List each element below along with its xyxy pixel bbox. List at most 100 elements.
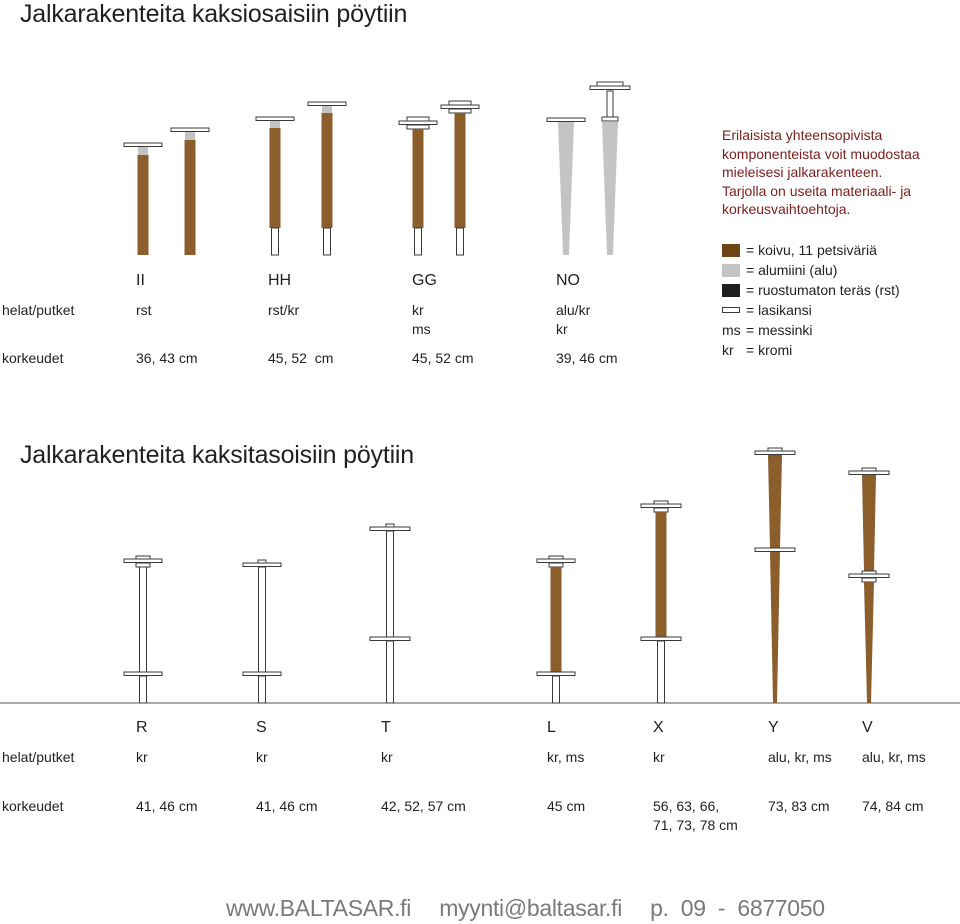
glass-top	[640, 503, 682, 508]
legend-text: = ruostumaton teräs (rst)	[746, 282, 900, 298]
legend-steel: = ruostumaton teräs (rst)	[722, 281, 900, 299]
korkeudet-X: 56, 63, 66,	[653, 798, 720, 814]
section2-title: Jalkarakenteita kaksitasoisiin pöytiin	[20, 441, 414, 469]
hinge-plate	[653, 507, 669, 513]
intro-line: Erilaisista yhteensopivista	[722, 127, 883, 143]
helat-X: kr	[653, 749, 665, 765]
legend-text: = lasikansi	[746, 302, 812, 318]
aluminium-swatch	[722, 263, 740, 277]
aluminium-cap	[270, 121, 280, 128]
steel-tube	[552, 675, 560, 704]
wood-leg	[768, 455, 782, 548]
steel-tube	[139, 566, 147, 673]
glass-top	[242, 562, 282, 567]
korkeudet-S: 41, 46 cm	[256, 798, 318, 814]
helat-V: alu, kr, ms	[862, 749, 926, 765]
glass-shelf	[754, 547, 796, 552]
helat-HH: rst/kr	[268, 302, 300, 318]
code-NO: NO	[556, 272, 580, 289]
wood-leg	[864, 582, 874, 703]
steel-tube	[414, 227, 422, 256]
code-GG: GG	[412, 272, 437, 289]
steel-tube	[386, 530, 394, 638]
hinge-plate	[406, 116, 430, 122]
wood-leg	[184, 140, 196, 255]
glass-shelf	[640, 636, 682, 641]
hinge-plate	[601, 116, 619, 122]
row-label-helat-2: helat/putket	[2, 749, 75, 765]
korkeudet-R: 41, 46 cm	[136, 798, 198, 814]
legend-abbr: kr	[722, 342, 734, 358]
wood-leg	[269, 128, 281, 228]
glass-top	[255, 116, 295, 121]
glass-top	[546, 117, 586, 122]
korkeudet-II: 36, 43 cm	[136, 350, 198, 366]
intro-line: mieleisesi jalkarakenteen.	[722, 164, 883, 180]
intro-line: komponenteista voit muodostaa	[722, 145, 920, 162]
section1-title: Jalkarakenteita kaksiosaisiin pöytiin	[20, 0, 408, 28]
glass-top	[307, 101, 347, 106]
footer-email-link[interactable]: myynti@baltasar.fi	[439, 895, 623, 921]
hinge-plate	[406, 124, 430, 130]
glass-top	[440, 104, 480, 109]
helat-NO: alu/kr	[556, 302, 591, 318]
wood-leg	[770, 552, 780, 703]
legend-chrome: kr = kromi	[722, 341, 792, 359]
steel-tube	[606, 90, 614, 119]
glass-shelf	[536, 671, 576, 676]
intro-line: korkeusvaihtoehtoja.	[722, 201, 851, 217]
wood-leg	[454, 113, 466, 228]
legend-abbr: ms	[722, 322, 741, 338]
legend-text: = messinki	[746, 322, 813, 338]
helat-L: kr, ms	[547, 749, 585, 765]
glass-top	[123, 142, 163, 147]
glass-top	[754, 450, 796, 455]
legend-text: = kromi	[746, 342, 793, 358]
korkeudet-X-2: 71, 73, 78 cm	[653, 817, 738, 833]
helat-GG-2: ms	[412, 321, 431, 337]
legend-text: = koivu, 11 petsiväriä	[746, 242, 877, 258]
wood-leg	[655, 512, 667, 637]
glass-shelf	[369, 636, 411, 641]
korkeudet-L: 45 cm	[547, 798, 586, 814]
helat-T: kr	[381, 749, 393, 765]
steel-tube	[386, 640, 394, 704]
glass-top	[398, 120, 438, 125]
steel-tube	[456, 227, 464, 256]
steel-tube	[323, 227, 331, 256]
aluminium-cap	[322, 106, 332, 113]
glass-swatch	[722, 307, 740, 313]
footer-website-link[interactable]: www.BALTASAR.fi	[226, 895, 412, 921]
helat-II: rst	[136, 302, 152, 318]
row-label-helat-1: helat/putket	[2, 302, 75, 318]
code-X: X	[653, 719, 664, 736]
aluminium-leg	[558, 122, 574, 255]
helat-Y: alu, kr, ms	[768, 749, 832, 765]
helat-GG: kr	[412, 302, 424, 318]
row-label-korkeudet-1: korkeudet	[2, 350, 64, 366]
code-HH: HH	[268, 272, 292, 289]
code-Y: Y	[768, 719, 779, 736]
row-label-korkeudet-2: korkeudet	[2, 798, 64, 814]
aluminium-cap	[185, 132, 195, 140]
wood-swatch	[722, 243, 740, 257]
wood-leg	[321, 113, 333, 228]
steel-tube	[139, 675, 147, 704]
steel-tube	[657, 640, 665, 704]
hinge-plate	[548, 562, 564, 568]
footer-phone: p. 09 - 6877050	[650, 895, 825, 921]
helat-NO-2: kr	[556, 321, 568, 337]
hinge-plate	[135, 562, 151, 568]
helat-S: kr	[256, 749, 268, 765]
helat-R: kr	[136, 749, 148, 765]
korkeudet-Y: 73, 83 cm	[768, 798, 830, 814]
intro-text: Erilaisista yhteensopivista komponenteis…	[722, 126, 952, 219]
hinge-plate	[596, 81, 624, 87]
glass-shelf	[848, 573, 890, 578]
legend-text: = alumiini (alu)	[746, 262, 838, 278]
glass-top	[589, 85, 631, 90]
steel-swatch	[722, 283, 740, 297]
code-R: R	[136, 719, 148, 736]
code-L: L	[547, 719, 556, 736]
